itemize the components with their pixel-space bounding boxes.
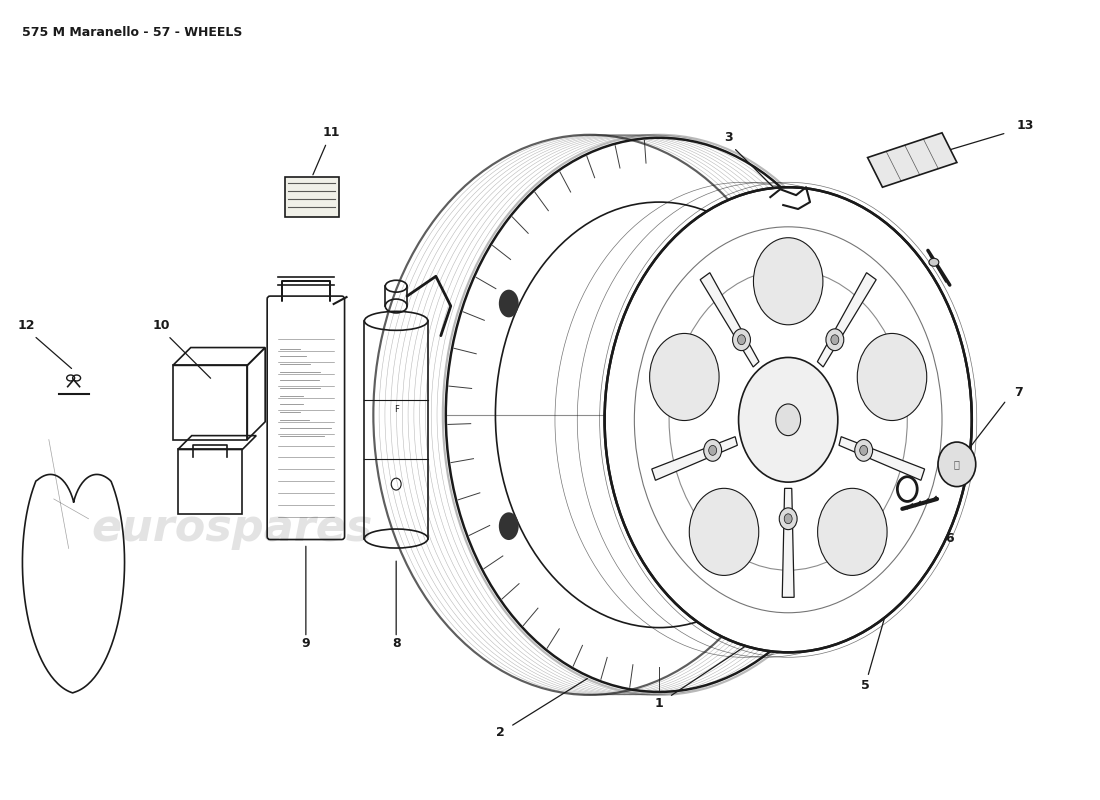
Text: 13: 13	[1016, 119, 1034, 132]
Polygon shape	[817, 273, 877, 367]
Ellipse shape	[857, 334, 926, 421]
Ellipse shape	[776, 404, 801, 436]
Text: F: F	[394, 406, 398, 414]
Ellipse shape	[784, 514, 792, 524]
Bar	[178, 450, 242, 514]
Ellipse shape	[733, 329, 750, 350]
Text: 10: 10	[152, 318, 169, 332]
Bar	[173, 366, 248, 439]
Text: 5: 5	[861, 679, 870, 692]
Text: 4: 4	[927, 291, 936, 304]
Ellipse shape	[738, 358, 838, 482]
Text: 12: 12	[18, 318, 35, 332]
Ellipse shape	[495, 202, 823, 628]
Ellipse shape	[830, 334, 839, 345]
Polygon shape	[839, 437, 925, 480]
Ellipse shape	[605, 187, 971, 652]
Text: 🐎: 🐎	[954, 459, 960, 470]
Ellipse shape	[754, 238, 823, 325]
Text: 575 M Maranello - 57 - WHEELS: 575 M Maranello - 57 - WHEELS	[22, 26, 242, 39]
Text: eurospares: eurospares	[91, 507, 373, 550]
Bar	[285, 178, 339, 217]
Ellipse shape	[704, 439, 722, 462]
Ellipse shape	[690, 488, 759, 575]
Text: 11: 11	[323, 126, 340, 138]
Text: eurospares: eurospares	[578, 557, 859, 600]
Ellipse shape	[779, 508, 798, 530]
Ellipse shape	[708, 446, 716, 455]
Text: 9: 9	[301, 638, 310, 650]
Ellipse shape	[650, 334, 719, 421]
Ellipse shape	[938, 442, 976, 486]
Polygon shape	[782, 488, 794, 598]
Text: 1: 1	[654, 697, 663, 710]
Text: 6: 6	[945, 531, 954, 545]
Text: 8: 8	[392, 638, 400, 650]
Ellipse shape	[855, 439, 872, 462]
Text: 2: 2	[496, 726, 505, 739]
Ellipse shape	[860, 446, 868, 455]
Ellipse shape	[498, 290, 519, 318]
Text: 7: 7	[1014, 386, 1023, 399]
Ellipse shape	[737, 334, 746, 345]
Ellipse shape	[826, 329, 844, 350]
Polygon shape	[651, 437, 737, 480]
Ellipse shape	[817, 488, 887, 575]
Text: 3: 3	[724, 130, 733, 144]
Ellipse shape	[928, 258, 938, 266]
Polygon shape	[868, 133, 957, 187]
Ellipse shape	[446, 138, 872, 692]
Ellipse shape	[498, 512, 519, 540]
Polygon shape	[701, 273, 759, 367]
